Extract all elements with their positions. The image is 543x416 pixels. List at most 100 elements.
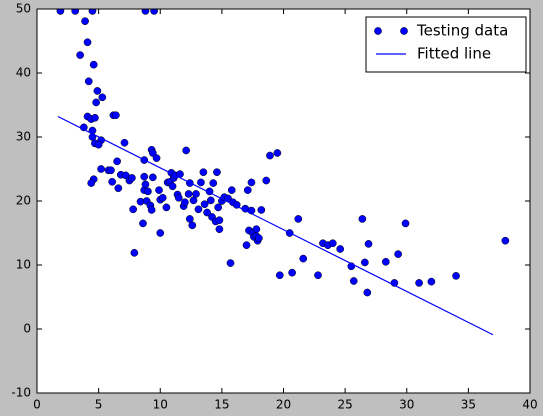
data-point [144,187,152,196]
data-point [141,9,150,15]
y-tick-label: -10 [11,386,31,400]
data-point [199,168,208,177]
y-tick-label: 40 [16,66,31,80]
y-tick-label: 50 [16,2,31,16]
data-point [92,98,101,107]
data-point [243,186,252,194]
data-point [156,229,165,237]
data-point [128,174,136,182]
data-point [266,151,274,160]
data-point [71,9,80,15]
data-point [257,206,266,214]
data-point [197,178,205,187]
data-point [182,146,190,155]
data-point [192,190,200,198]
data-point [114,184,123,193]
data-point [152,154,161,162]
data-point [162,203,171,212]
data-point [181,198,189,207]
data-point [360,258,369,267]
data-point [215,225,224,234]
data-point [275,271,284,280]
data-point [203,208,211,217]
x-tick-label: 20 [276,398,291,412]
data-point [113,157,121,166]
data-point [158,193,167,202]
data-point [200,200,209,209]
x-tick-label: 30 [399,398,414,412]
data-point [94,140,103,149]
data-point [294,215,303,223]
data-point [209,179,218,187]
x-tick-label: 10 [153,398,168,412]
data-point [401,219,410,228]
data-point [83,38,92,47]
data-point [227,186,236,194]
data-point [91,113,99,122]
plot-area [37,9,530,393]
x-tick-label: 25 [337,398,352,412]
data-point [189,196,198,205]
data-point [81,17,89,26]
data-point [87,179,96,187]
data-point [84,77,93,86]
data-point [328,239,337,248]
data-point [149,173,157,182]
data-point [89,60,98,69]
data-point [155,186,163,194]
data-point [363,288,372,297]
legend-marker [400,27,408,35]
data-point [349,277,358,285]
data-point [314,271,322,280]
x-tick-label: 0 [33,398,41,412]
plot [56,9,510,336]
data-point [93,87,102,95]
data-point [299,254,308,263]
data-point [194,205,203,214]
x-tick-label: 35 [461,398,476,412]
data-point [56,9,65,15]
legend-label: Testing data [416,22,508,40]
data-point [427,277,436,286]
data-point [214,203,223,212]
data-point [501,236,510,245]
data-point [288,268,296,277]
x-tick-label: 5 [95,398,103,412]
data-point [88,9,97,15]
data-point [112,111,120,120]
data-point [255,234,263,242]
data-point [140,172,149,181]
legend: Testing data Fitted line [365,16,527,73]
data-point [206,196,215,205]
data-point [364,240,373,248]
data-point [98,93,107,102]
data-point [415,279,423,287]
legend-marker [374,27,382,35]
data-point [273,149,282,157]
data-point [168,182,177,191]
data-point [174,193,183,202]
data-point [150,9,158,15]
data-point [97,165,105,173]
data-point [394,250,402,258]
data-point [107,166,115,175]
data-point [185,215,194,223]
data-point [452,272,460,280]
data-point [139,219,147,228]
data-point [184,190,193,198]
y-tick-label: 0 [23,322,31,336]
data-point [76,51,84,59]
data-point [147,206,156,214]
data-point [336,245,345,253]
data-point [108,177,117,186]
fitted-line [57,115,494,336]
data-point [358,215,367,223]
data-point [242,241,251,250]
x-tick-label: 15 [214,398,229,412]
data-point [130,248,139,257]
legend-box [365,16,527,73]
data-point [120,138,129,147]
data-point [262,176,271,185]
